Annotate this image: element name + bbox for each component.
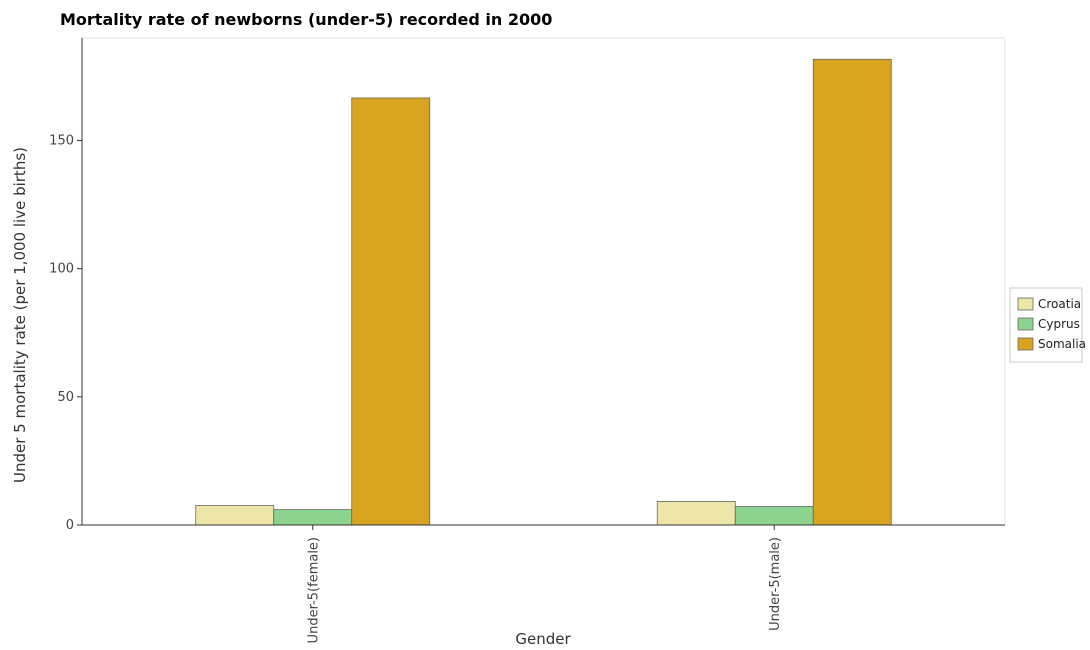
bar-somalia-0 [351, 97, 431, 526]
legend-label-somalia: Somalia [1038, 337, 1086, 351]
legend-swatch-somalia [1017, 337, 1034, 351]
bar-somalia-1 [812, 58, 892, 526]
bar-croatia-1 [656, 501, 736, 526]
legend-label-cyprus: Cyprus [1038, 317, 1080, 331]
y-tick-label: 150 [49, 134, 74, 149]
legend-swatch-cyprus [1017, 317, 1034, 331]
bar-croatia-0 [195, 505, 275, 526]
legend: Croatia Cyprus Somalia [1009, 287, 1086, 363]
legend-label-croatia: Croatia [1038, 297, 1081, 311]
chart-title: Mortality rate of newborns (under-5) rec… [60, 10, 552, 29]
bar-cyprus-1 [734, 506, 814, 526]
y-tick-label: 100 [49, 262, 74, 277]
x-axis-label: Gender [515, 630, 571, 648]
y-axis: 0 50 100 150 [49, 38, 83, 533]
y-tick-label: 0 [66, 518, 74, 533]
legend-swatch-croatia [1017, 297, 1034, 311]
x-tick-label: Under-5(male) [768, 537, 783, 631]
y-tick-label: 50 [57, 390, 74, 405]
x-tick-label: Under-5(female) [306, 537, 321, 643]
y-axis-label: Under 5 mortality rate (per 1,000 live b… [11, 147, 29, 483]
x-axis: Under-5(female) Under-5(male) [82, 524, 1005, 643]
bars [195, 58, 892, 526]
bar-cyprus-0 [273, 509, 353, 526]
